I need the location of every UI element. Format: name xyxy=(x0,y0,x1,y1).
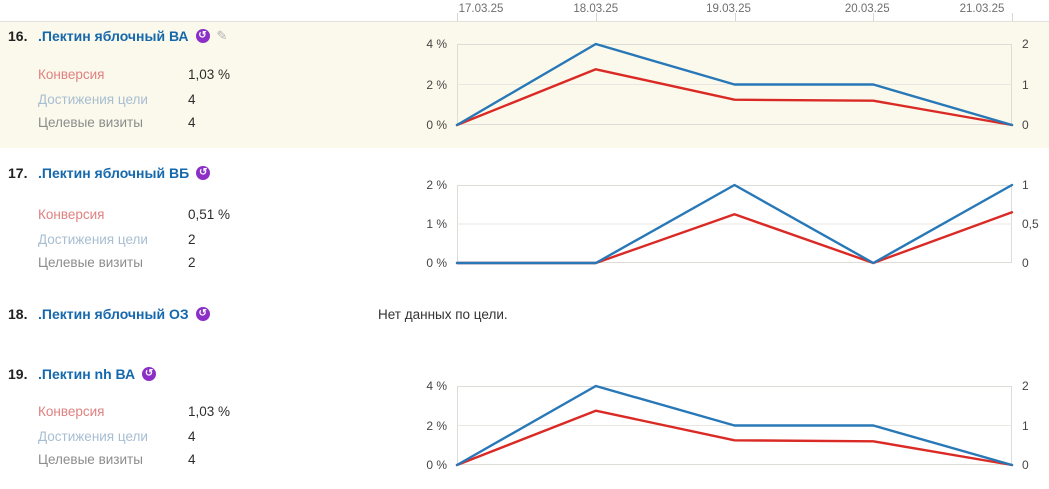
header-divider xyxy=(0,21,1049,22)
right-axis-tick-label: 1 xyxy=(1022,418,1029,433)
date-label: 17.03.25 xyxy=(458,3,504,15)
left-axis-tick-label: 0 % xyxy=(426,458,447,472)
retargeting-icon[interactable]: ↺ xyxy=(195,29,210,43)
goal-number: 19. xyxy=(8,366,28,382)
metric-row: Конверсия 0,51 % xyxy=(38,207,338,222)
date-tick-mark xyxy=(734,13,736,21)
conversion-value: 1,03 % xyxy=(188,404,231,419)
series-line-goal-reaches xyxy=(455,183,1014,265)
goal-visits-label: Целевые визиты xyxy=(38,115,143,130)
conversion-label: Конверсия xyxy=(38,207,105,222)
conversion-value: 0,51 % xyxy=(188,207,231,222)
date-label: 19.03.25 xyxy=(706,3,751,15)
left-axis-tick-label: 2 % xyxy=(426,77,447,92)
goal-number: 17. xyxy=(8,165,28,181)
metric-row: Конверсия 1,03 % xyxy=(38,404,338,419)
metric-row: Конверсия 1,03 % xyxy=(38,67,338,82)
chart-canvas[interactable] xyxy=(455,384,1014,467)
date-tick-mark xyxy=(457,13,458,21)
right-axis-tick-label: 2 xyxy=(1022,37,1029,51)
right-axis-tick-label: 1 xyxy=(1022,77,1029,92)
date-axis: 17.03.25 18.03.25 19.03.25 20.03.25 21.03.25 xyxy=(0,0,1049,21)
series-line-conversion xyxy=(455,409,1014,467)
series-line-conversion xyxy=(455,68,1014,127)
left-axis-tick-label: 0 % xyxy=(426,118,447,132)
goal-reaches-value: 4 xyxy=(188,429,196,444)
series-line-goal-reaches xyxy=(455,42,1014,127)
goal-title-link[interactable]: .Пектин яблочный ОЗ xyxy=(38,306,189,322)
goal-reaches-label: Достижения цели xyxy=(38,232,148,247)
goal-number: 16. xyxy=(8,28,28,44)
goal-19-line-chart[interactable]: 4 % 2 % 0 % 2 1 0 xyxy=(426,379,1028,472)
goal-row-18: 18. .Пектин яблочный ОЗ ↺ Нет данных по … xyxy=(0,290,1049,350)
goal-17-line-chart[interactable]: 2 % 1 % 0 % 1 0,5 0 xyxy=(426,178,1038,270)
goal-row-17: 17. .Пектин яблочный ВБ ↺ Конверсия 0,51 … xyxy=(0,148,1049,290)
right-axis-tick-label: 0 xyxy=(1022,118,1029,132)
goal-visits-value: 4 xyxy=(188,452,196,467)
right-axis-tick-label: 0,5 xyxy=(1022,217,1039,231)
chart-canvas[interactable] xyxy=(455,42,1014,127)
date-label: 21.03.25 xyxy=(959,3,1005,15)
goal-title-link[interactable]: .Пектин яблочный ВБ xyxy=(38,165,190,181)
left-axis-tick-label: 2 % xyxy=(426,418,447,433)
series-line-goal-reaches xyxy=(455,384,1014,467)
left-axis-tick-label: 2 % xyxy=(426,178,447,192)
date-tick-mark xyxy=(873,13,875,21)
metric-row: Целевые визиты 4 xyxy=(38,452,338,467)
right-axis-tick-label: 0 xyxy=(1022,458,1029,472)
date-tick-mark xyxy=(595,13,597,21)
goal-title-link[interactable]: .Пектин яблочный ВА xyxy=(38,28,189,44)
date-tick-mark xyxy=(1012,13,1013,21)
metric-row: Целевые визиты 4 xyxy=(38,115,338,130)
date-label: 18.03.25 xyxy=(573,3,619,15)
goal-reaches-label: Достижения цели xyxy=(38,429,148,444)
retargeting-icon[interactable]: ↺ xyxy=(196,166,211,180)
metric-row: Достижения цели 2 xyxy=(38,232,338,247)
left-axis-tick-label: 4 % xyxy=(426,37,447,51)
left-axis-tick-label: 1 % xyxy=(426,217,447,231)
goal-number: 18. xyxy=(8,306,28,322)
metric-row: Достижения цели 4 xyxy=(38,429,338,444)
conversion-label: Конверсия xyxy=(38,404,105,419)
left-axis-tick-label: 0 % xyxy=(426,256,447,270)
edit-goal-icon[interactable]: ✎ xyxy=(216,28,228,43)
goal-16-line-chart[interactable]: 4 % 2 % 0 % 2 1 0 xyxy=(426,37,1028,132)
metric-row: Целевые визиты 2 xyxy=(38,255,338,270)
right-axis-tick-label: 0 xyxy=(1022,256,1029,270)
goal-visits-label: Целевые визиты xyxy=(38,255,143,270)
right-axis-tick-label: 2 xyxy=(1022,379,1029,393)
goal-visits-value: 2 xyxy=(188,255,196,270)
goal-reaches-value: 2 xyxy=(188,232,196,247)
date-label: 20.03.25 xyxy=(844,3,890,15)
goal-row-19: 19. .Пектин nh ВА ↺ Конверсия 1,03 % Дост… xyxy=(0,350,1049,489)
chart-canvas[interactable] xyxy=(455,183,1014,265)
series-line-conversion xyxy=(455,211,1014,265)
goal-reaches-value: 4 xyxy=(188,92,196,107)
retargeting-icon[interactable]: ↺ xyxy=(142,367,157,381)
conversion-label: Конверсия xyxy=(38,67,105,82)
left-axis-tick-label: 4 % xyxy=(426,379,447,393)
goal-visits-value: 4 xyxy=(188,115,196,130)
right-axis-tick-label: 1 xyxy=(1022,178,1029,192)
conversion-value: 1,03 % xyxy=(188,67,231,82)
goal-title-link[interactable]: .Пектин nh ВА xyxy=(38,366,136,382)
metric-row: Достижения цели 4 xyxy=(38,92,338,107)
retargeting-icon[interactable]: ↺ xyxy=(195,307,210,321)
goal-visits-label: Целевые визиты xyxy=(38,452,143,467)
goal-reaches-label: Достижения цели xyxy=(38,92,148,107)
no-data-message: Нет данных по цели. xyxy=(378,307,508,322)
